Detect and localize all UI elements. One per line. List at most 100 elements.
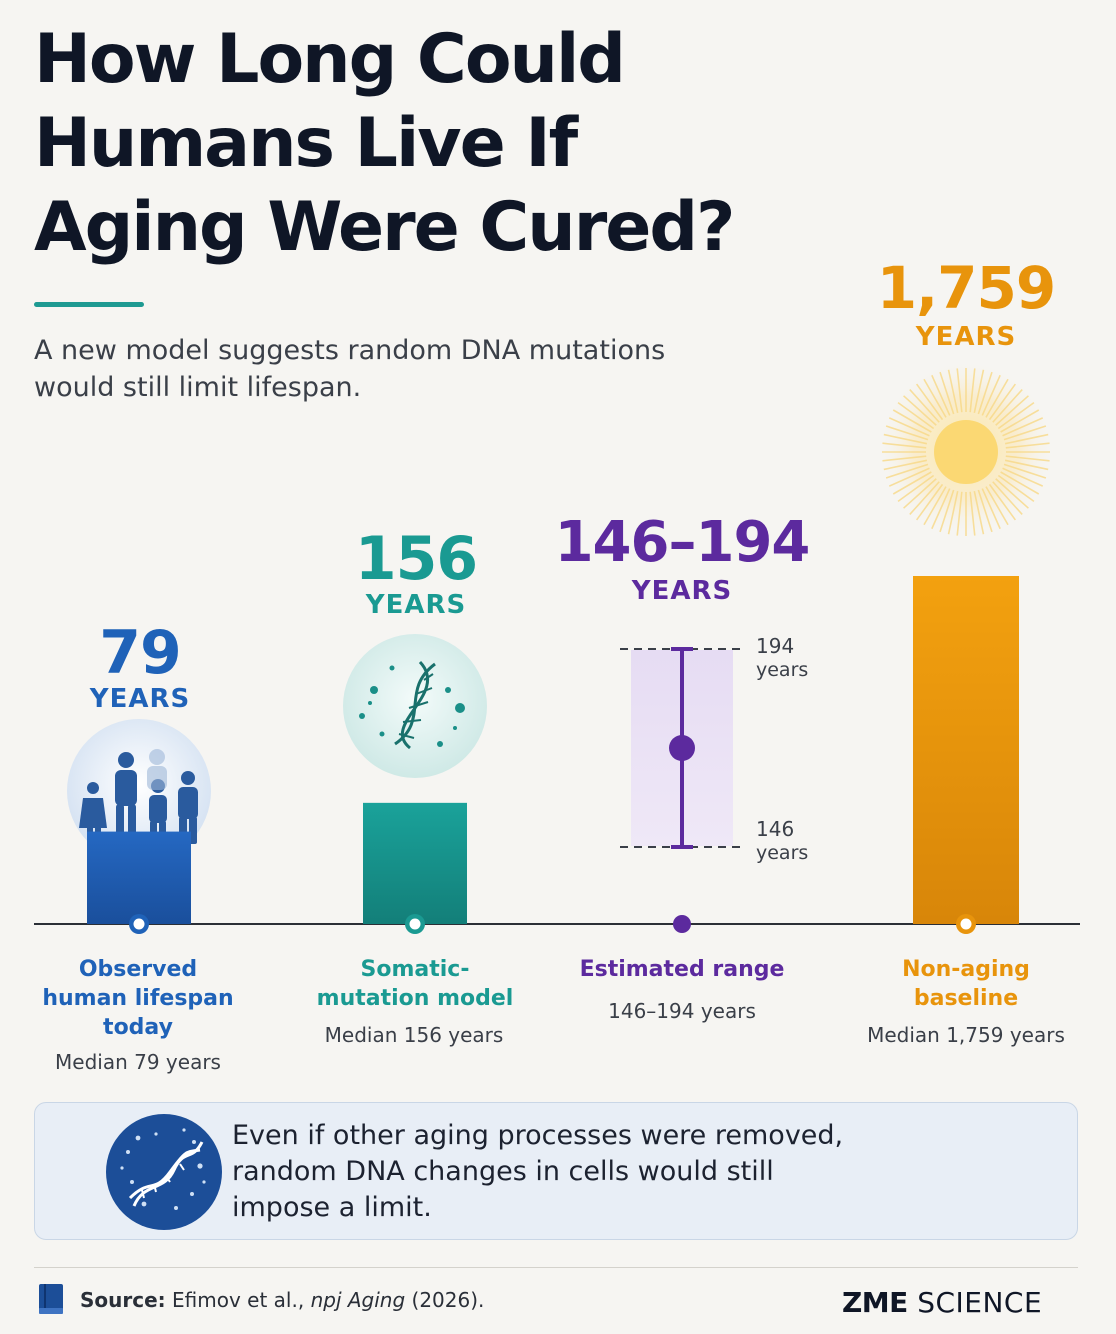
- range-low-unit: years: [756, 842, 809, 864]
- source-citation: Source: Efimov et al., npj Aging (2026).: [80, 1288, 484, 1312]
- sun-ray: [882, 455, 927, 462]
- sun-ray: [915, 483, 944, 521]
- range-high-unit: years: [756, 659, 809, 681]
- sun-ray: [1004, 459, 1049, 471]
- category-label-observed: Observed human lifespan today: [30, 955, 246, 1042]
- sun-ray: [947, 490, 959, 535]
- category-label-estimated: Estimated range: [562, 955, 802, 984]
- title-accent-rule: [34, 302, 144, 307]
- source-year: (2026).: [405, 1288, 485, 1312]
- sun-ray: [977, 371, 993, 415]
- axis-marker-2: [673, 915, 691, 933]
- logo-zme: ZME: [842, 1286, 908, 1319]
- category-label-somatic: Somatic- mutation model: [300, 955, 530, 1013]
- range-high-value: 194: [756, 634, 795, 658]
- sun-ray: [923, 378, 947, 418]
- sun-ray: [883, 459, 928, 471]
- sun-ray: [995, 395, 1029, 426]
- value-label-156: 156: [354, 524, 478, 594]
- sun-ray: [973, 369, 985, 414]
- sun-ray: [1004, 433, 1049, 445]
- axis-marker-inner-0: [133, 918, 145, 930]
- category-label-line: today: [103, 1015, 173, 1040]
- bar-1: [363, 802, 467, 924]
- category-label-line: Somatic-: [360, 957, 470, 982]
- sun-ray: [992, 481, 1023, 515]
- category-note-nonaging: Median 1,759 years: [867, 1023, 1065, 1047]
- sun-ray: [977, 489, 993, 533]
- source-journal: npj Aging: [310, 1288, 406, 1312]
- sun-ray: [903, 395, 937, 426]
- sun-ray: [909, 481, 940, 515]
- value-label-79: 79: [99, 618, 182, 688]
- sun-ray: [888, 467, 930, 487]
- dna-mutation-icon: [106, 1114, 222, 1230]
- sun-glow-icon: [878, 360, 1054, 536]
- people-icon: [67, 719, 211, 863]
- category-label-line: human lifespan: [42, 986, 234, 1011]
- sun-ray: [897, 474, 935, 503]
- bar-0: [87, 831, 191, 924]
- logo-science: SCIENCE: [907, 1286, 1043, 1319]
- range-low-value: 146: [756, 817, 795, 841]
- category-note-somatic: Median 156 years: [324, 1023, 504, 1047]
- sun-ray: [909, 389, 940, 423]
- unit-label-79: YEARS: [89, 684, 191, 714]
- footer-divider: [34, 1267, 1078, 1268]
- subtitle: A new model suggests random DNA mutation…: [34, 332, 794, 406]
- sun-ray: [995, 478, 1029, 509]
- category-label-line: Non-aging: [902, 957, 1030, 982]
- book-icon: [39, 1284, 63, 1314]
- sun-ray: [939, 371, 955, 415]
- callout-text: Even if other aging processes were remov…: [232, 1118, 932, 1226]
- sun-ray: [931, 488, 951, 530]
- callout-line-3: impose a limit.: [232, 1192, 432, 1223]
- sun-ray: [915, 383, 944, 421]
- sun-ray: [981, 374, 1001, 416]
- range-high-label: 194 years: [756, 634, 808, 682]
- unit-label-range: YEARS: [631, 576, 733, 606]
- sun-ray: [1000, 409, 1040, 433]
- sun-ray: [988, 483, 1017, 521]
- sun-ray: [981, 488, 1001, 530]
- subtitle-line-1: A new model suggests random DNA mutation…: [34, 335, 666, 366]
- category-note-observed: Median 79 years: [55, 1050, 221, 1074]
- sun-ray: [892, 409, 932, 433]
- title-line-1: How Long Could: [34, 20, 626, 99]
- unit-label-156: YEARS: [365, 590, 467, 620]
- subtitle-line-2: would still limit lifespan.: [34, 372, 362, 403]
- axis-marker-inner-3: [960, 918, 972, 930]
- bar-3: [913, 576, 1019, 924]
- category-label-line: mutation model: [316, 986, 514, 1011]
- sun-ray: [1005, 442, 1050, 449]
- sun-ray: [903, 478, 937, 509]
- source-label: Source:: [80, 1288, 166, 1312]
- sun-ray: [923, 486, 947, 526]
- sun-ray: [882, 442, 927, 449]
- category-label-line: Estimated range: [579, 957, 785, 982]
- value-label-range: 146–194: [554, 510, 811, 575]
- sun-ray: [985, 378, 1009, 418]
- sun-ray: [885, 463, 929, 479]
- sun-ray: [1003, 463, 1047, 479]
- dna-icon: [343, 634, 487, 778]
- sun-ray: [956, 368, 963, 413]
- range-low-label: 146 years: [756, 817, 808, 865]
- sun-ray: [956, 491, 963, 536]
- sun-ray: [1003, 425, 1047, 441]
- sun-ray: [997, 401, 1035, 430]
- callout-line-1: Even if other aging processes were remov…: [232, 1120, 844, 1151]
- category-label-line: Observed: [78, 957, 198, 982]
- sun-ray: [1002, 417, 1044, 437]
- sun-ray: [973, 490, 985, 535]
- sun-ray: [988, 383, 1017, 421]
- sun-ray: [997, 474, 1035, 503]
- sun-ray: [1000, 471, 1040, 495]
- sun-ray: [939, 489, 955, 533]
- range-midpoint: [669, 735, 695, 761]
- sun-ray: [969, 368, 976, 413]
- axis-marker-inner-1: [409, 918, 421, 930]
- sun-ray: [883, 433, 928, 445]
- sun-ray: [1005, 455, 1050, 462]
